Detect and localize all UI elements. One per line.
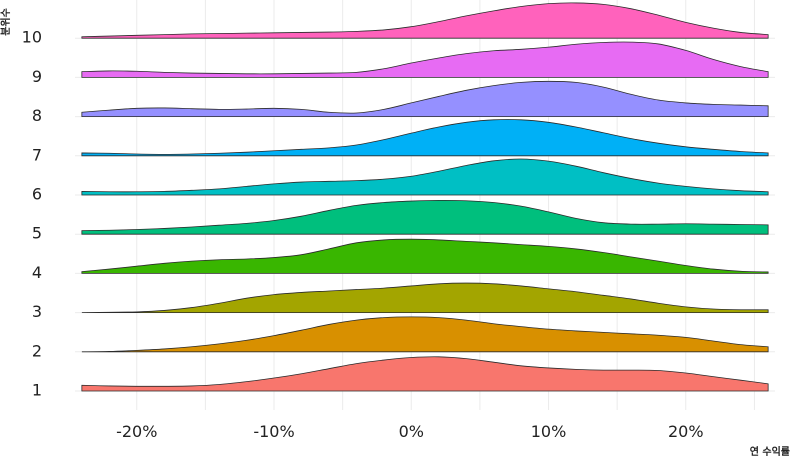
y-tick-label: 4 [32, 263, 42, 282]
ridge-area-8 [81, 80, 769, 117]
y-tick-label: 9 [32, 67, 42, 86]
ridge-area-5 [81, 199, 769, 235]
x-tick-label: 10% [531, 422, 567, 441]
x-tick-label: -20% [116, 422, 157, 441]
x-axis-title: 연 수익률 [750, 445, 790, 458]
y-tick-label: 3 [32, 302, 42, 321]
ridge-area-1 [81, 356, 769, 392]
ridgeline-areas [81, 2, 769, 392]
ridge-area-7 [81, 119, 769, 157]
x-tick-label: 0% [399, 422, 424, 441]
y-tick-labels: 1 2 3 4 5 6 7 8 9 10 [22, 28, 42, 400]
x-tick-labels: -20% -10% 0% 10% 20% [116, 422, 703, 441]
ridge-area-4 [81, 238, 769, 274]
y-tick-label: 6 [32, 185, 42, 204]
y-tick-label: 7 [32, 145, 42, 164]
x-tick-label: 20% [668, 422, 704, 441]
ridge-area-10 [81, 2, 769, 39]
y-tick-label: 1 [32, 381, 42, 400]
ridge-area-3 [81, 282, 769, 313]
ridge-area-2 [81, 316, 769, 353]
y-tick-label: 10 [22, 28, 42, 47]
ridge-area-9 [81, 41, 769, 78]
y-tick-label: 8 [32, 106, 42, 125]
ridge-area-6 [81, 158, 769, 196]
y-axis-title: 분위수 [0, 8, 12, 36]
y-tick-label: 2 [32, 341, 42, 360]
x-tick-label: -10% [253, 422, 294, 441]
y-tick-label: 5 [32, 224, 42, 243]
